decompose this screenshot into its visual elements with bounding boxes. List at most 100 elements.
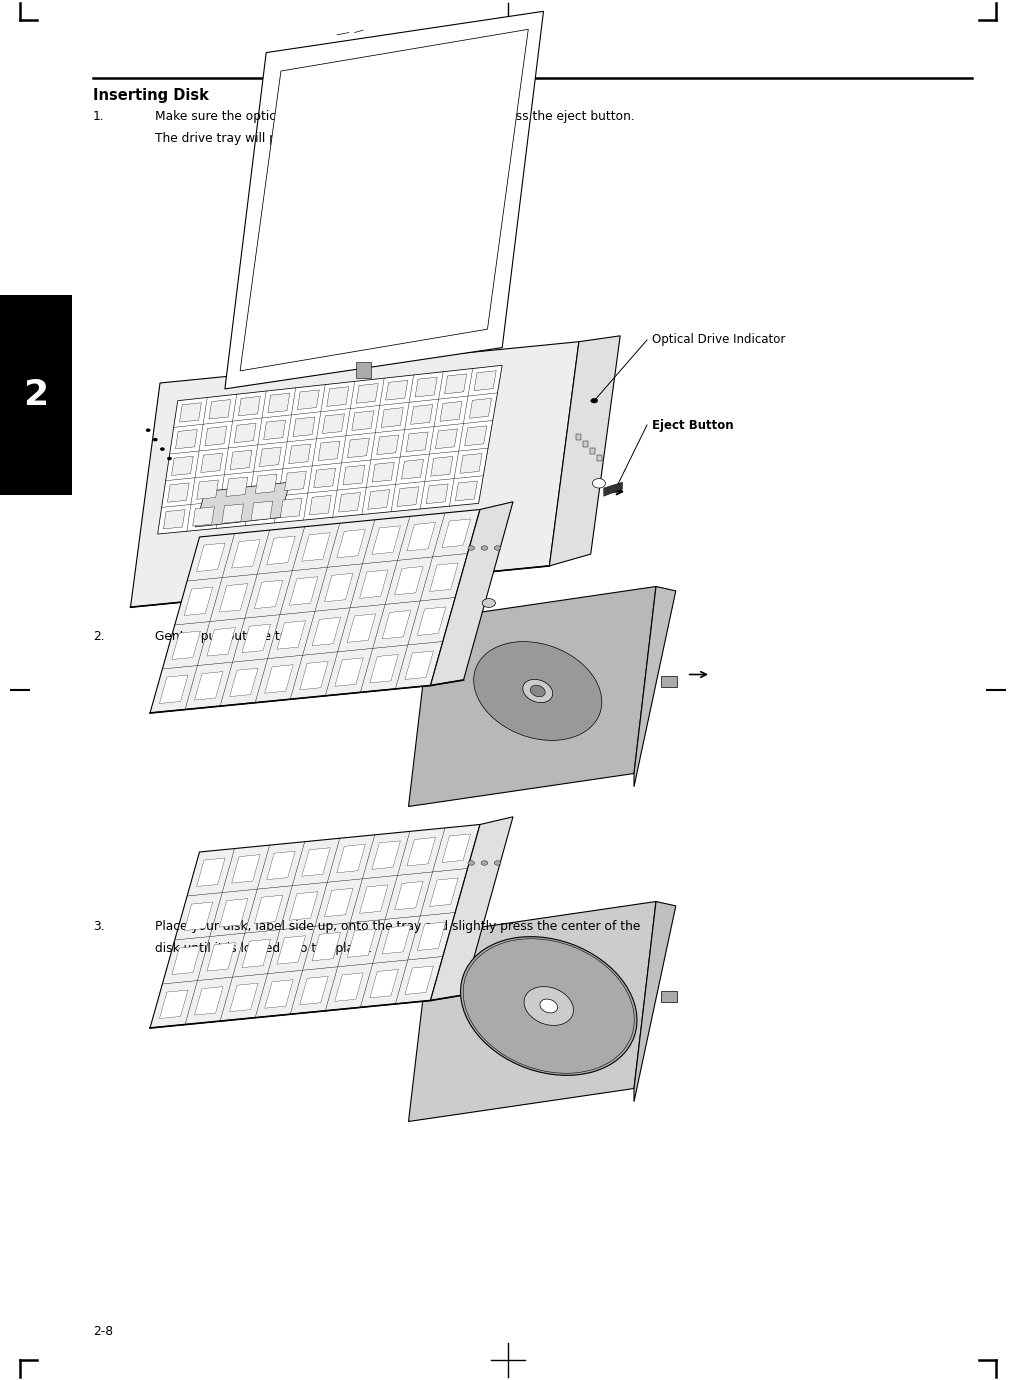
Polygon shape <box>464 426 487 446</box>
Polygon shape <box>382 926 410 954</box>
Ellipse shape <box>153 437 157 442</box>
Polygon shape <box>232 854 260 883</box>
Polygon shape <box>405 966 434 995</box>
Polygon shape <box>324 889 353 916</box>
Polygon shape <box>401 460 424 479</box>
Polygon shape <box>242 624 270 653</box>
Polygon shape <box>474 371 496 391</box>
Polygon shape <box>194 672 224 700</box>
Polygon shape <box>168 483 189 502</box>
Polygon shape <box>445 374 466 393</box>
Polygon shape <box>300 976 328 1005</box>
Polygon shape <box>157 366 502 534</box>
Polygon shape <box>255 475 277 494</box>
Polygon shape <box>302 533 330 562</box>
Polygon shape <box>312 933 340 960</box>
Polygon shape <box>290 577 318 606</box>
Polygon shape <box>289 444 311 464</box>
Bar <box>661 676 677 687</box>
Polygon shape <box>408 586 656 806</box>
Ellipse shape <box>468 546 474 551</box>
Polygon shape <box>431 457 453 476</box>
Polygon shape <box>219 898 248 927</box>
Text: Gentry pull out the tray.: Gentry pull out the tray. <box>155 631 302 643</box>
Polygon shape <box>416 377 437 397</box>
Polygon shape <box>172 457 193 476</box>
Text: 3.: 3. <box>93 920 105 933</box>
Ellipse shape <box>146 428 150 432</box>
Polygon shape <box>160 675 188 704</box>
Polygon shape <box>382 610 410 639</box>
Ellipse shape <box>473 642 601 741</box>
Text: disk until it is locked into the place.: disk until it is locked into the place. <box>155 943 372 955</box>
Polygon shape <box>408 901 656 1122</box>
Polygon shape <box>352 411 374 431</box>
Polygon shape <box>207 943 236 972</box>
Ellipse shape <box>495 546 501 551</box>
Polygon shape <box>318 442 340 461</box>
Ellipse shape <box>592 479 606 489</box>
Polygon shape <box>201 453 223 472</box>
Polygon shape <box>337 845 366 872</box>
Polygon shape <box>180 403 201 422</box>
Text: The drive tray will pop out.: The drive tray will pop out. <box>155 132 320 145</box>
Ellipse shape <box>523 679 553 702</box>
Polygon shape <box>209 400 231 420</box>
Polygon shape <box>193 506 214 526</box>
Polygon shape <box>277 621 306 649</box>
Ellipse shape <box>167 457 172 461</box>
Polygon shape <box>205 426 227 446</box>
Polygon shape <box>176 429 197 448</box>
Ellipse shape <box>482 861 488 865</box>
Polygon shape <box>230 668 258 697</box>
Polygon shape <box>265 665 294 693</box>
Polygon shape <box>604 482 623 497</box>
Polygon shape <box>347 614 376 642</box>
Polygon shape <box>372 462 394 482</box>
Polygon shape <box>440 402 462 421</box>
Polygon shape <box>324 573 353 602</box>
Polygon shape <box>240 29 528 371</box>
Polygon shape <box>407 838 436 865</box>
Bar <box>597 455 601 461</box>
Polygon shape <box>277 936 306 965</box>
Polygon shape <box>372 526 400 555</box>
Polygon shape <box>254 896 282 923</box>
Ellipse shape <box>530 686 546 697</box>
Polygon shape <box>347 437 370 458</box>
Polygon shape <box>298 391 319 410</box>
Polygon shape <box>293 417 315 436</box>
Polygon shape <box>372 840 400 869</box>
Polygon shape <box>130 342 579 607</box>
Text: Optical Drive Indicator: Optical Drive Indicator <box>652 334 785 346</box>
Polygon shape <box>418 922 446 951</box>
Ellipse shape <box>468 861 474 865</box>
Polygon shape <box>172 947 200 974</box>
Polygon shape <box>150 824 480 1028</box>
Polygon shape <box>410 404 433 424</box>
Polygon shape <box>431 817 513 1000</box>
Polygon shape <box>397 487 419 506</box>
Polygon shape <box>225 11 544 389</box>
Polygon shape <box>405 651 434 679</box>
Polygon shape <box>455 482 478 501</box>
Ellipse shape <box>160 447 165 451</box>
Polygon shape <box>442 834 470 862</box>
Polygon shape <box>242 940 270 967</box>
Text: 2.: 2. <box>93 631 105 643</box>
Polygon shape <box>550 335 620 566</box>
Ellipse shape <box>460 937 637 1075</box>
Bar <box>590 448 594 454</box>
Polygon shape <box>322 414 344 433</box>
Polygon shape <box>197 858 226 886</box>
Polygon shape <box>219 584 248 613</box>
Text: Place your disk, label side up, onto the tray and slightly press the center of t: Place your disk, label side up, onto the… <box>155 920 640 933</box>
Text: 2: 2 <box>23 378 49 413</box>
Polygon shape <box>394 882 423 909</box>
Polygon shape <box>184 903 212 930</box>
Text: Make sure the optical drive indicator is not lit on; then, press the eject butto: Make sure the optical drive indicator is… <box>155 110 635 123</box>
Polygon shape <box>386 381 407 400</box>
Polygon shape <box>368 490 390 509</box>
Polygon shape <box>442 519 470 548</box>
Polygon shape <box>337 530 366 558</box>
